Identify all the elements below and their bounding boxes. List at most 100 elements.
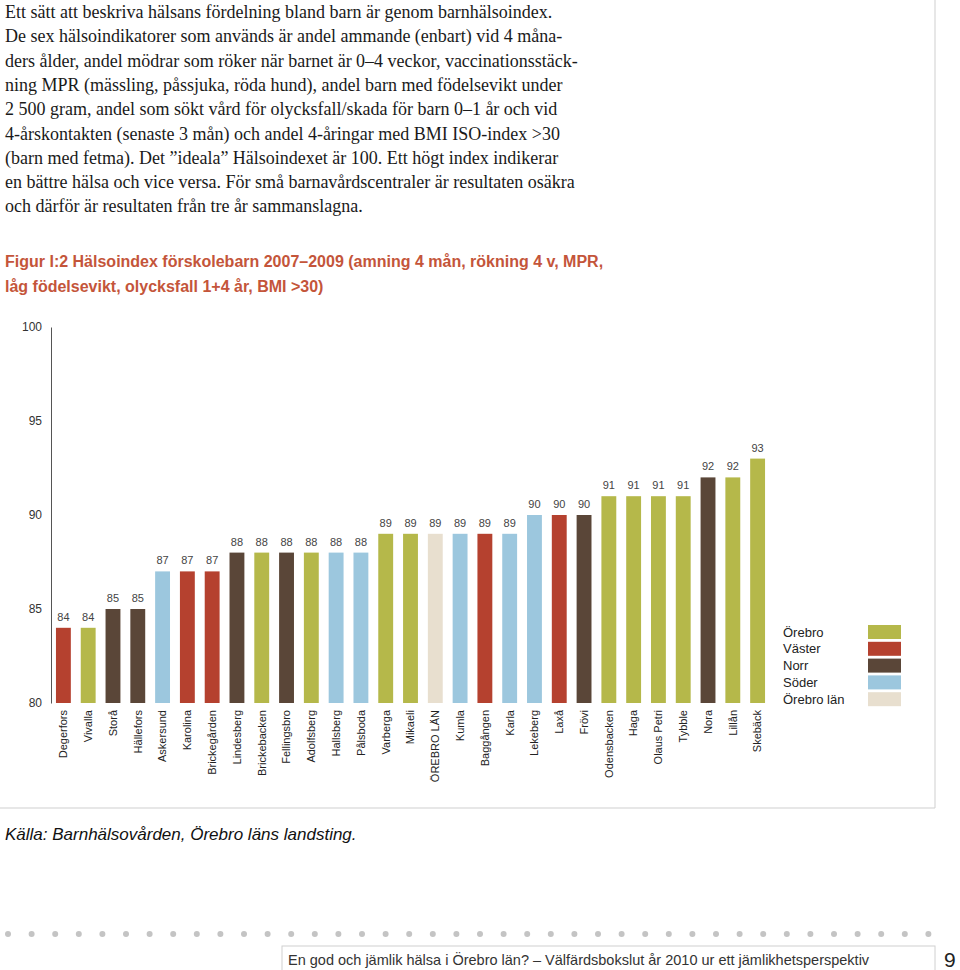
bar: [329, 553, 344, 703]
dot: [501, 931, 507, 937]
dot: [312, 931, 318, 937]
x-tick-label: Skebäck: [751, 710, 763, 753]
x-tick: Baggången: [479, 703, 491, 766]
dot: [713, 931, 719, 937]
dot: [689, 931, 695, 937]
x-tick-label: Brickebacken: [256, 710, 268, 776]
dot: [430, 931, 436, 937]
data-label: 89: [454, 517, 466, 529]
legend-label: Örebro: [783, 625, 823, 640]
x-tick-label: Brickegården: [206, 710, 218, 775]
x-tick: Odensbacken: [603, 703, 615, 778]
dot: [406, 931, 412, 937]
x-tick-label: Karolina: [181, 709, 193, 750]
data-label: 88: [256, 536, 268, 548]
legend-label: Söder: [783, 675, 818, 690]
bar: [130, 609, 145, 703]
x-tick: Laxå: [553, 703, 565, 734]
bar: [502, 534, 517, 703]
x-tick-label: Karla: [504, 709, 516, 736]
dot: [807, 931, 813, 937]
x-tick: Karolina: [181, 703, 193, 750]
bar: [230, 553, 245, 703]
footer-box: [282, 946, 935, 970]
y-tick: 80: [29, 696, 51, 710]
bar: [155, 571, 170, 703]
data-label: 89: [380, 517, 392, 529]
bar: [651, 496, 666, 703]
x-tick: Karla: [504, 703, 516, 736]
bar: [626, 496, 641, 703]
dot: [571, 931, 577, 937]
dot: [737, 931, 743, 937]
x-tick-label: Lekeberg: [528, 710, 540, 756]
legend-swatch: [868, 625, 901, 639]
x-tick: Brickegården: [206, 703, 218, 775]
data-label: 92: [702, 460, 714, 472]
x-tick-label: Varberga: [380, 709, 392, 754]
y-axis: 80859095100: [22, 320, 52, 710]
bar: [601, 496, 616, 703]
dot: [29, 931, 35, 937]
x-tick-label: Lindesberg: [231, 710, 243, 764]
x-tick: Pålsboda: [355, 703, 367, 756]
x-tick-label: Adolfsberg: [305, 710, 317, 763]
x-tick: Degerfors: [57, 703, 69, 758]
data-labels: 8488888989919191919293848787899085858888…: [57, 442, 763, 623]
y-tick-label: 100: [22, 320, 42, 334]
dot: [925, 931, 931, 937]
footer-text: En god och jämlik hälsa i Örebro län? – …: [288, 951, 870, 968]
dot: [855, 931, 861, 937]
x-tick: Lekeberg: [528, 703, 540, 756]
legend-swatch: [868, 659, 901, 673]
x-tick: Frövi: [578, 703, 590, 734]
dot: [147, 931, 153, 937]
dot: [335, 931, 341, 937]
legend-label: Norr: [783, 658, 809, 673]
data-label: 87: [156, 554, 168, 566]
legend-swatch: [868, 692, 901, 706]
intro-line: 4-årskontakten (senaste 3 mån) och andel…: [5, 124, 560, 145]
dot: [217, 931, 223, 937]
data-label: 89: [504, 517, 516, 529]
x-tick: Adolfsberg: [305, 703, 317, 763]
x-tick: Haga: [627, 703, 639, 736]
y-tick-label: 85: [29, 602, 43, 616]
x-tick-label: Mikaeli: [404, 710, 416, 744]
dot: [524, 931, 530, 937]
data-label: 88: [280, 536, 292, 548]
dot: [784, 931, 790, 937]
x-tick-label: Frövi: [578, 710, 590, 734]
dot: [76, 931, 82, 937]
x-tick-label: Olaus Petri: [652, 710, 664, 764]
intro-line: Ett sätt att beskriva hälsans fördelning…: [5, 2, 552, 22]
bars: [56, 459, 765, 703]
dot: [99, 931, 105, 937]
data-label: 88: [231, 536, 243, 548]
x-tick-label: Baggången: [479, 710, 491, 766]
dot: [760, 931, 766, 937]
dot: [831, 931, 837, 937]
bar: [304, 553, 319, 703]
intro-line: en bättre hälsa och vice versa. För små …: [5, 172, 575, 192]
data-label: 88: [305, 536, 317, 548]
data-label: 87: [181, 554, 193, 566]
data-label: 89: [404, 517, 416, 529]
bar: [725, 477, 740, 703]
figure-title: låg födelsevikt, olycksfall 1+4 år, BMI …: [5, 278, 323, 295]
data-label: 84: [57, 611, 69, 623]
data-label: 93: [751, 442, 763, 454]
x-tick-label: Odensbacken: [603, 710, 615, 778]
intro-line: De sex hälsoindikatorer som används är a…: [5, 26, 562, 47]
data-label: 85: [132, 592, 144, 604]
y-tick-label: 90: [29, 508, 43, 522]
bar: [701, 477, 716, 703]
bar: [552, 515, 567, 703]
dot-row: [5, 931, 931, 937]
bar: [254, 553, 269, 703]
dot: [619, 931, 625, 937]
section-rule: [0, 808, 935, 809]
intro-line: (barn med fetma). Det ”ideala” Hälsoinde…: [5, 148, 558, 169]
x-tick: Lindesberg: [231, 703, 243, 764]
dot: [666, 931, 672, 937]
